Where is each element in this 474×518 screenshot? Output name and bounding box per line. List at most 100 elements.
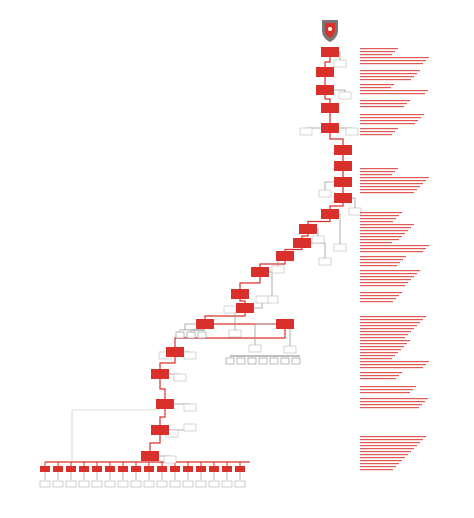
side-node bbox=[338, 91, 352, 100]
connector bbox=[159, 352, 176, 374]
annotation-line bbox=[360, 282, 408, 284]
child-node bbox=[92, 466, 102, 472]
annotation-line bbox=[360, 192, 414, 194]
grey-node bbox=[225, 357, 235, 365]
grandchild-node bbox=[130, 480, 142, 488]
person-node bbox=[141, 451, 159, 461]
side-node bbox=[333, 243, 347, 252]
side-node bbox=[183, 351, 197, 360]
person-node bbox=[276, 251, 294, 261]
annotation-line bbox=[360, 76, 414, 78]
person-node bbox=[299, 224, 317, 234]
grey-node bbox=[175, 331, 185, 339]
annotation-line bbox=[360, 270, 420, 272]
side-node bbox=[183, 403, 197, 412]
person-node bbox=[321, 209, 339, 219]
annotation-line bbox=[360, 230, 408, 232]
child-node bbox=[53, 466, 63, 472]
grey-node bbox=[280, 357, 290, 365]
grandchild-node bbox=[104, 480, 116, 488]
annotation-line bbox=[360, 401, 425, 403]
grandchild-node bbox=[195, 480, 207, 488]
annotation-line bbox=[360, 51, 395, 53]
person-node bbox=[316, 85, 334, 95]
child-node bbox=[66, 466, 76, 472]
annotation-line bbox=[360, 460, 402, 462]
annotation-line bbox=[360, 123, 415, 125]
annotation-line bbox=[360, 54, 392, 56]
grey-node bbox=[236, 357, 246, 365]
side-node bbox=[223, 305, 237, 314]
annotation-line bbox=[360, 171, 395, 173]
annotation-line bbox=[360, 259, 403, 261]
grandchild-node bbox=[39, 480, 51, 488]
nodes bbox=[39, 47, 362, 488]
person-node bbox=[196, 319, 214, 329]
annotation-line bbox=[360, 93, 425, 95]
side-node bbox=[248, 344, 262, 353]
annotation-line bbox=[360, 451, 411, 453]
child-node bbox=[105, 466, 115, 472]
side-node bbox=[333, 59, 347, 68]
annotation-line bbox=[360, 73, 417, 75]
annotation-line bbox=[360, 90, 428, 92]
person-node bbox=[334, 145, 352, 155]
annotation-line bbox=[360, 245, 429, 247]
grandchild-node bbox=[143, 480, 155, 488]
child-node bbox=[209, 466, 219, 472]
person-node bbox=[251, 267, 269, 277]
grandchild-node bbox=[169, 480, 181, 488]
annotation-line bbox=[360, 298, 396, 300]
annotation-line bbox=[360, 466, 396, 468]
annotation-line bbox=[360, 177, 429, 179]
annotation-line bbox=[360, 60, 426, 62]
annotation-line bbox=[360, 319, 423, 321]
child-node bbox=[40, 466, 50, 472]
person-node bbox=[321, 47, 339, 57]
annotation-line bbox=[360, 251, 423, 253]
annotation-line bbox=[360, 346, 404, 348]
annotation-line bbox=[360, 448, 414, 450]
grey-node bbox=[269, 357, 279, 365]
side-node bbox=[173, 373, 187, 382]
annotation-line bbox=[360, 103, 407, 105]
annotation-line bbox=[360, 316, 426, 318]
annotation-line bbox=[360, 328, 414, 330]
connector bbox=[254, 323, 285, 345]
annotation-line bbox=[360, 79, 411, 81]
annotation-line bbox=[360, 114, 424, 116]
annotation-line bbox=[360, 343, 407, 345]
annotation-line bbox=[360, 367, 423, 369]
grandchild-node bbox=[91, 480, 103, 488]
connector bbox=[239, 272, 261, 294]
annotation-line bbox=[360, 189, 417, 191]
grandchild-node bbox=[52, 480, 64, 488]
annotation-line bbox=[360, 134, 392, 136]
person-node bbox=[156, 399, 174, 409]
child-node bbox=[79, 466, 89, 472]
grandchild-node bbox=[78, 480, 90, 488]
annotation-line bbox=[360, 48, 398, 50]
annotation-line bbox=[360, 279, 411, 281]
annotation-line bbox=[360, 120, 418, 122]
side-node bbox=[228, 329, 242, 338]
grey-node bbox=[197, 331, 207, 339]
side-node bbox=[283, 345, 297, 354]
annotation-line bbox=[360, 87, 391, 89]
annotation-line bbox=[360, 100, 410, 102]
annotation-line bbox=[360, 57, 429, 59]
annotation-line bbox=[360, 392, 410, 394]
annotation-line bbox=[360, 372, 402, 374]
annotation-line bbox=[360, 236, 402, 238]
grey-node bbox=[186, 331, 196, 339]
annotation-line bbox=[360, 442, 420, 444]
person-node bbox=[316, 67, 334, 77]
annotation-line bbox=[360, 334, 408, 336]
annotation-line bbox=[360, 404, 422, 406]
annotation-line bbox=[360, 445, 417, 447]
grey-node bbox=[291, 357, 301, 365]
annotation-line bbox=[360, 407, 419, 409]
child-node bbox=[170, 466, 180, 472]
annotation-line bbox=[360, 398, 428, 400]
